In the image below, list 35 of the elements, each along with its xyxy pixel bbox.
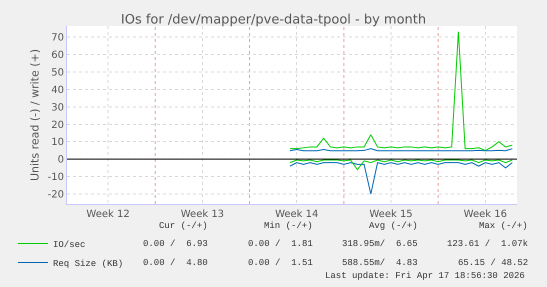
text: 65.15 / 48.52 — [458, 258, 528, 268]
text: 0.00 / 1.51 — [248, 258, 313, 268]
y-tick-label: -10 — [48, 172, 64, 184]
y-tick-label: 70 — [51, 32, 64, 44]
line-series — [289, 162, 513, 195]
x-tick-label: Week 15 — [369, 209, 413, 220]
text: Min (-/+) — [264, 221, 313, 231]
chart-title: IOs for /dev/mapper/pve-data-tpool - by month — [120, 12, 426, 28]
x-tick-label: Week 13 — [180, 209, 224, 220]
text: 0.00 / 6.93 — [143, 239, 208, 249]
text: Max (-/+) — [479, 221, 528, 231]
y-tick-label: 20 — [51, 120, 64, 131]
line-series — [289, 31, 513, 151]
y-tick-label: 60 — [51, 50, 64, 61]
text: 0.00 / 4.80 — [143, 258, 208, 268]
legend-label: Req Size (KB) — [53, 259, 124, 270]
text: 588.55m/ 4.83 — [342, 258, 418, 268]
text: 0.00 / 1.81 — [248, 239, 313, 249]
text: Avg (-/+) — [369, 221, 418, 231]
text: Cur (-/+) — [159, 221, 208, 231]
x-tick-label: Week 16 — [464, 209, 507, 220]
y-tick-label: 10 — [51, 137, 64, 148]
line-series — [289, 160, 513, 170]
y-tick-label: 40 — [51, 84, 64, 96]
y-axis-title: Units read (-) / write (+) — [28, 48, 42, 182]
y-tick-label: 30 — [51, 102, 64, 114]
x-tick-label: Week 14 — [275, 209, 318, 220]
text: 318.95m/ 6.65 — [342, 239, 418, 249]
y-tick-label: 50 — [51, 67, 64, 78]
text: Last update: Fri Apr 17 18:56:30 2026 — [325, 271, 525, 281]
y-tick-label: 0 — [58, 154, 64, 166]
x-tick-label: Week 12 — [86, 209, 130, 220]
legend-label: IO/sec — [53, 240, 86, 250]
y-tick-label: -20 — [48, 190, 64, 201]
text: 123.61 / 1.07k — [447, 239, 528, 249]
